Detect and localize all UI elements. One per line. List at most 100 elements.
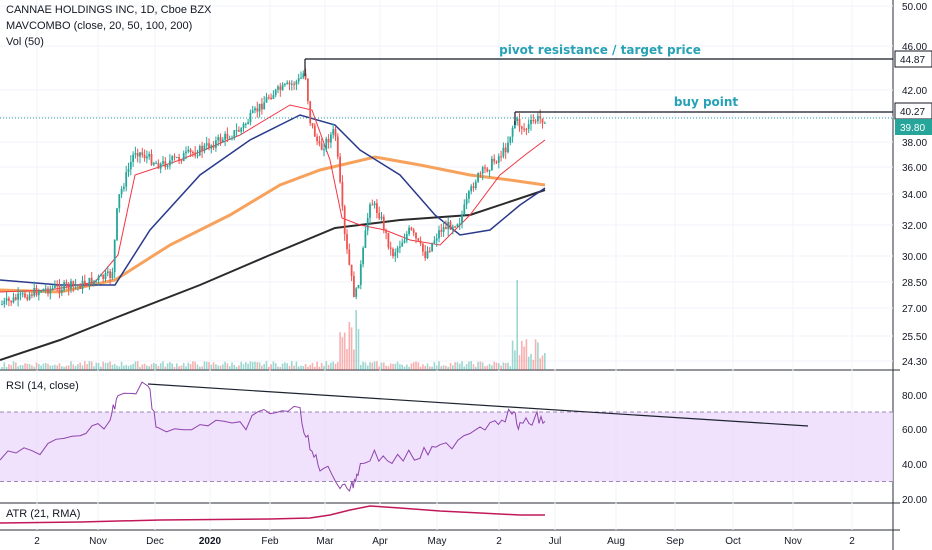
candle-body xyxy=(359,264,362,285)
candle-body xyxy=(166,165,169,168)
atr-series-line xyxy=(0,505,545,524)
volume-bar xyxy=(440,366,443,370)
candle-body xyxy=(523,128,525,130)
candle-body xyxy=(187,149,190,152)
volume-bar xyxy=(265,361,268,370)
volume-bar xyxy=(162,361,164,370)
volume-bar xyxy=(109,361,111,370)
time-tick-label: Dec xyxy=(146,536,164,547)
rsi-title: RSI (14, close) xyxy=(6,380,79,392)
candle-body xyxy=(109,271,111,278)
candle-body xyxy=(79,284,82,289)
time-tick-label: Oct xyxy=(725,536,741,547)
volume-bar xyxy=(309,364,311,370)
candle-body xyxy=(346,234,348,250)
volume-bar xyxy=(426,363,429,370)
price-tick-label: 28.50 xyxy=(902,278,927,289)
volume-bar xyxy=(54,364,56,370)
time-tick-label: 2020 xyxy=(199,536,222,547)
candle-body xyxy=(143,154,146,159)
candle-body xyxy=(212,145,215,148)
volume-bar xyxy=(31,365,33,370)
volume-bar xyxy=(369,362,371,370)
volume-bar xyxy=(21,365,24,370)
volume-bar xyxy=(297,366,300,370)
volume-bar xyxy=(410,363,413,370)
volume-bar xyxy=(263,363,265,370)
volume-bar xyxy=(164,366,167,370)
volume-bar xyxy=(401,364,403,370)
candle-body xyxy=(21,293,24,295)
volume-bar xyxy=(491,365,493,370)
volume-bar xyxy=(396,361,399,370)
candle-body xyxy=(159,163,162,169)
candle-body xyxy=(539,116,542,119)
candle-body xyxy=(297,78,300,82)
candle-body xyxy=(488,170,491,172)
volume-bar xyxy=(44,362,47,370)
volume-bar xyxy=(445,365,447,370)
candle-body xyxy=(311,123,314,126)
volume-bar xyxy=(155,363,157,370)
candle-body xyxy=(210,145,213,149)
candle-body xyxy=(226,133,229,139)
volume-bar xyxy=(127,365,130,370)
candle-body xyxy=(270,97,272,99)
time-tick-label: Feb xyxy=(261,536,279,547)
volume-bar xyxy=(350,327,353,370)
volume-bar xyxy=(251,361,254,370)
atr-title: ATR (21, RMA) xyxy=(6,508,81,520)
volume-bar xyxy=(362,361,364,370)
time-tick-label: Jul xyxy=(549,536,562,547)
candle-body xyxy=(10,300,13,303)
volume-bar xyxy=(394,363,397,370)
candle-body xyxy=(88,277,91,287)
candle-body xyxy=(497,156,500,163)
buy-price-label: 40.27 xyxy=(900,107,925,118)
candle-body xyxy=(215,140,217,148)
candle-body xyxy=(307,78,309,102)
volume-bar xyxy=(544,353,546,370)
ma200-line xyxy=(0,189,546,361)
candle-body xyxy=(445,227,447,230)
volume-bar xyxy=(380,362,383,370)
volume-bar xyxy=(463,366,466,370)
time-tick-label: May xyxy=(428,536,447,547)
candle-body xyxy=(304,73,307,79)
candle-body xyxy=(97,276,100,280)
candle-body xyxy=(125,172,128,187)
candle-body xyxy=(182,153,185,161)
volume-bar xyxy=(93,366,95,370)
volume-bar xyxy=(281,363,284,370)
volume-bar xyxy=(65,365,68,370)
ma100-line xyxy=(0,155,546,294)
volume-bar xyxy=(199,366,201,370)
candle-body xyxy=(116,208,118,240)
volume-bar xyxy=(415,361,417,370)
candle-body xyxy=(233,130,236,138)
volume-bar xyxy=(470,361,472,370)
candle-body xyxy=(334,129,337,137)
candle-body xyxy=(258,103,261,112)
rsi-trendline xyxy=(147,383,809,427)
price-tick-label: 38.00 xyxy=(902,138,927,149)
volume-bar xyxy=(47,363,49,370)
volume-bar xyxy=(484,366,486,370)
volume-bar xyxy=(219,365,222,370)
candle-body xyxy=(541,118,544,123)
candle-body xyxy=(532,119,535,121)
volume-bar xyxy=(468,361,470,370)
volume-bar xyxy=(488,363,491,370)
candle-body xyxy=(288,82,291,85)
volume-bar xyxy=(514,350,516,370)
candle-body xyxy=(502,147,505,157)
buy-annotation: buy point xyxy=(674,95,739,109)
candle-body xyxy=(8,298,10,301)
volume-bar xyxy=(141,364,144,370)
candle-body xyxy=(424,251,427,259)
volume-bar xyxy=(383,362,385,370)
candle-body xyxy=(219,137,222,143)
volume-bar xyxy=(339,332,341,370)
volume-bar xyxy=(357,329,360,370)
